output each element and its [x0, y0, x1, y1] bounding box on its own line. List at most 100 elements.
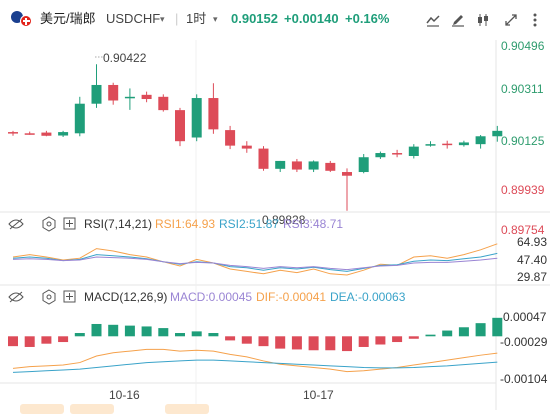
chart-header: 美元/瑞郎 USDCHF ▾ | 1时 ▾ 0.90152 +0.00140 +…: [0, 0, 550, 40]
candle-body: [74, 103, 85, 134]
rsi-visibility-icon[interactable]: [8, 218, 24, 230]
rsi3-value: RSI3:48.71: [283, 217, 343, 231]
rsi2-value: RSI2:51.87: [219, 217, 279, 231]
candle-body: [124, 96, 135, 99]
candle-body: [392, 153, 403, 155]
macd-visibility-icon[interactable]: [8, 291, 24, 303]
draw-pen-icon[interactable]: [449, 11, 467, 29]
rsi2-line: [12, 252, 498, 272]
macd-bar: [458, 327, 469, 337]
macd-lines: [12, 348, 498, 373]
macd-bar: [124, 325, 135, 337]
macd-bar: [74, 333, 85, 337]
swiss-flag-icon: [20, 15, 32, 27]
macd-bar: [342, 336, 352, 352]
macd-axis-label: 0.00047: [503, 310, 547, 324]
price-axis-label: 0.90125: [501, 134, 545, 148]
macd-bar: [8, 336, 18, 347]
rsi-settings-icon[interactable]: [42, 216, 56, 232]
macd-value: MACD:0.00045: [170, 290, 252, 304]
candle-body: [375, 153, 386, 158]
rsi1-value: RSI1:64.93: [155, 217, 215, 231]
macd-bar: [358, 336, 369, 347]
candle-body: [258, 148, 269, 169]
price-change: +0.00140: [284, 11, 339, 26]
candle-body: [225, 130, 236, 146]
candle-body: [325, 162, 336, 171]
candlestick-series: [8, 64, 503, 211]
macd-settings-icon[interactable]: [42, 289, 56, 305]
macd-bar: [442, 330, 453, 337]
time-axis-label: 10-16: [109, 388, 140, 402]
candle-body: [458, 142, 469, 146]
candle-body: [442, 143, 453, 146]
more-icon[interactable]: [526, 11, 544, 29]
rsi-add-icon[interactable]: [63, 217, 76, 230]
candle-body: [492, 130, 503, 137]
macd-bar: [58, 336, 69, 343]
candle-body: [408, 146, 419, 156]
macd-bar: [425, 334, 436, 337]
chart-canvas[interactable]: 0.90496 0.90311 0.90125 0.89939 0.89754 …: [0, 40, 550, 410]
candle-body: [91, 84, 102, 104]
macd-bar: [475, 323, 486, 337]
price-axis-label: 0.89939: [501, 183, 545, 197]
candle-body: [41, 132, 52, 136]
candle-body: [175, 110, 185, 142]
candle-body: [108, 84, 119, 101]
candle-body: [191, 98, 202, 138]
chart-type-icon[interactable]: [474, 11, 492, 29]
bottom-tab[interactable]: [20, 404, 64, 414]
last-price: 0.90152: [231, 11, 278, 26]
symbol-code: USDCHF: [106, 11, 161, 26]
price-axis-label: 0.90311: [501, 82, 544, 96]
macd-bar: [158, 328, 169, 337]
candle-body: [425, 144, 436, 146]
macd-bar: [241, 336, 252, 344]
macd-bar: [275, 336, 286, 349]
macd-bar: [225, 336, 236, 341]
candle-body: [58, 132, 69, 136]
macd-bar: [208, 333, 219, 337]
header-divider: |: [175, 11, 179, 26]
candle-body: [291, 161, 302, 170]
candle-body: [158, 96, 169, 111]
dif-value: DIF:-0.00041: [256, 290, 326, 304]
macd-bar: [325, 336, 336, 351]
candle-body: [8, 132, 18, 134]
macd-add-icon[interactable]: [63, 290, 76, 303]
macd-bar: [175, 333, 185, 337]
candle-body: [342, 172, 352, 176]
macd-bar: [291, 336, 302, 350]
macd-bar: [492, 317, 503, 337]
rsi-axis-label: 29.87: [517, 270, 547, 284]
candlestick-settings-icon[interactable]: [424, 11, 442, 29]
bottom-tab[interactable]: [165, 404, 209, 414]
candle-body: [358, 157, 369, 173]
price-axis-label: 0.90496: [501, 40, 545, 53]
macd-bar: [258, 336, 269, 347]
interval-label: 1时: [186, 11, 207, 26]
high-price-label: 0.90422: [103, 51, 147, 65]
rsi-lines: [12, 243, 498, 276]
macd-axis-label: -0.00029: [500, 335, 548, 349]
macd-bar: [91, 323, 102, 337]
candle-body: [241, 145, 252, 149]
candle-body: [275, 160, 286, 169]
macd-axis-label: -0.00104: [500, 372, 548, 386]
macd-bar: [375, 336, 386, 345]
candle-body: [141, 94, 152, 100]
fullscreen-icon[interactable]: [502, 11, 520, 29]
rsi-axis-label: 47.40: [517, 253, 547, 267]
rsi3-line: [12, 256, 498, 271]
candle-body: [475, 136, 486, 145]
candle-body: [308, 161, 319, 170]
price-change-pct: +0.16%: [345, 11, 390, 26]
bottom-tab[interactable]: [70, 404, 114, 414]
macd-bar: [141, 326, 152, 337]
pair-name: 美元/瑞郎: [40, 11, 96, 26]
macd-bar: [308, 336, 319, 351]
macd-bar: [24, 336, 35, 347]
price-axis-label: 0.89754: [501, 223, 545, 237]
macd-title: MACD(12,26,9): [84, 290, 167, 304]
